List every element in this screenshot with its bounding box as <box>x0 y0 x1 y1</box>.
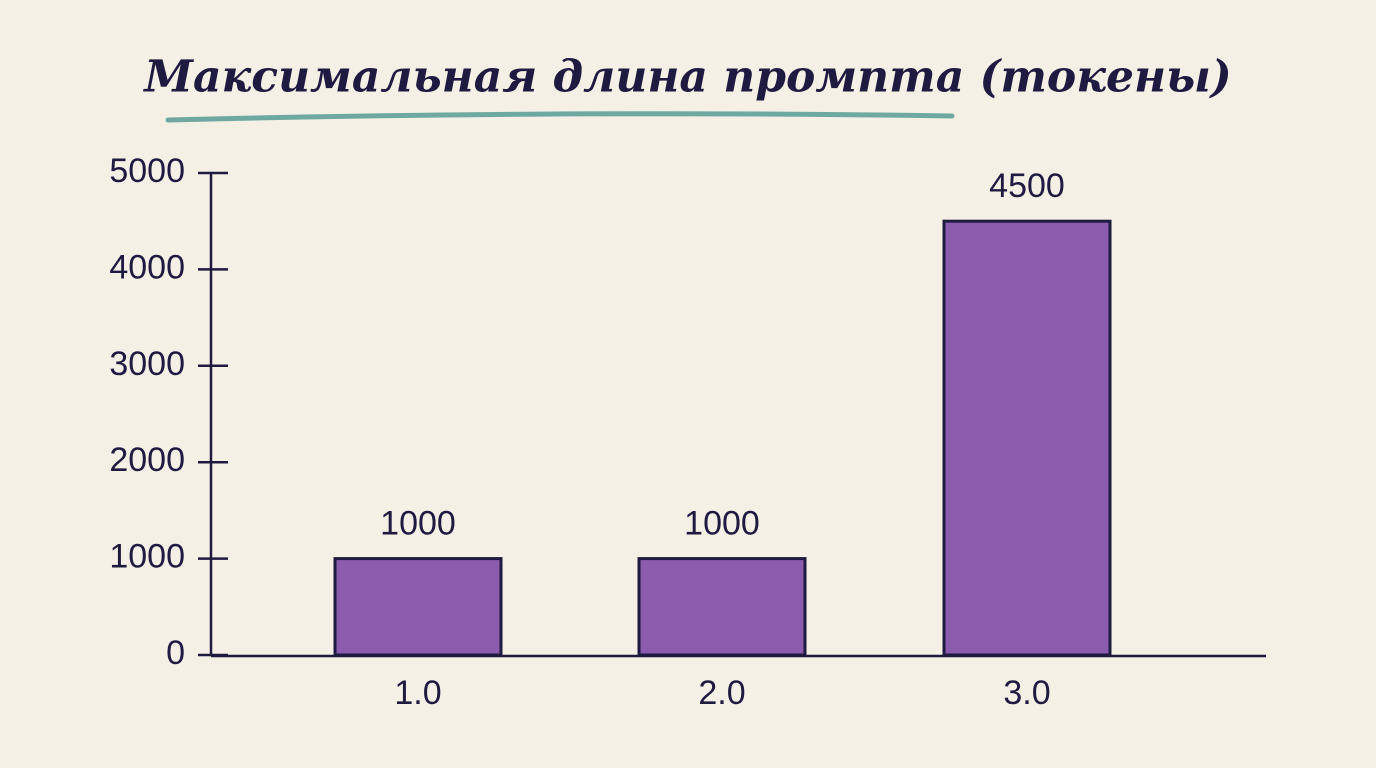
bar <box>942 219 1112 657</box>
y-tick-label: 5000 <box>109 152 185 190</box>
x-tick-label: 1.0 <box>394 674 441 712</box>
y-tick-label: 1000 <box>109 538 185 576</box>
y-tick-label: 2000 <box>109 441 185 479</box>
data-label: 1000 <box>684 505 760 543</box>
y-tick-label: 3000 <box>109 345 185 383</box>
bar <box>333 557 503 657</box>
x-tick-label: 2.0 <box>698 674 745 712</box>
x-tick-label: 3.0 <box>1003 674 1050 712</box>
data-label: 4500 <box>989 167 1065 205</box>
bar <box>637 557 807 657</box>
y-tick-label: 4000 <box>109 248 185 286</box>
y-tick-label: 0 <box>166 634 185 672</box>
title-underline <box>165 111 955 123</box>
data-label: 1000 <box>380 505 456 543</box>
chart-title: Максимальная длина промпта (токены) <box>142 52 1231 103</box>
